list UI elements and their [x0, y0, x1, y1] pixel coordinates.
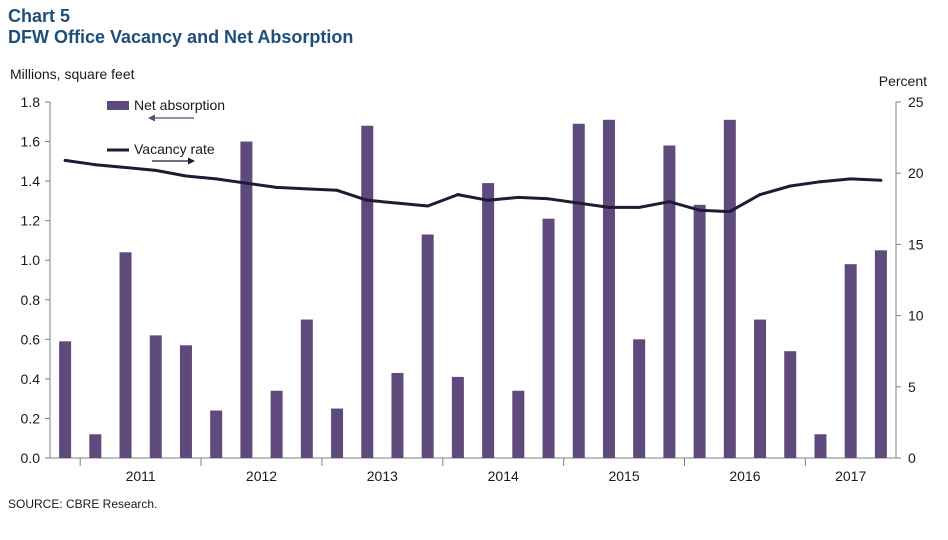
point-vacancy-rate: [305, 187, 309, 191]
bar-net-absorption: [421, 234, 434, 458]
year-label: 2013: [367, 468, 398, 484]
source-note: SOURCE: CBRE Research.: [8, 497, 158, 511]
point-vacancy-rate: [184, 174, 188, 178]
vacancy-line-layer: [63, 158, 883, 214]
point-vacancy-rate: [728, 210, 732, 214]
left-tick-label: 0.6: [21, 331, 41, 347]
year-label: 2012: [246, 468, 277, 484]
right-tick-label: 0: [908, 450, 916, 466]
point-vacancy-rate: [818, 180, 822, 184]
left-tick-label: 1.8: [21, 94, 41, 110]
right-tick-label: 10: [908, 308, 924, 324]
point-vacancy-rate: [275, 185, 279, 189]
bar-net-absorption: [119, 252, 132, 458]
point-vacancy-rate: [154, 168, 158, 172]
bar-net-absorption: [542, 218, 555, 458]
bar-net-absorption: [59, 341, 72, 458]
absorption-bars: [59, 119, 887, 459]
bar-net-absorption: [814, 434, 827, 458]
point-vacancy-rate: [486, 198, 490, 202]
legend-label-net-absorption: Net absorption: [134, 97, 225, 113]
point-vacancy-rate: [244, 181, 248, 185]
point-vacancy-rate: [788, 184, 792, 188]
point-vacancy-rate: [93, 163, 97, 167]
bar-net-absorption: [149, 335, 162, 458]
legend: Net absorption Vacancy rate: [107, 97, 225, 165]
bar-net-absorption: [361, 125, 374, 458]
point-vacancy-rate: [577, 201, 581, 205]
point-vacancy-rate: [547, 197, 551, 201]
point-vacancy-rate: [879, 178, 883, 182]
point-vacancy-rate: [214, 177, 218, 181]
legend-swatch-net-absorption: [107, 101, 129, 110]
bar-net-absorption: [874, 250, 887, 458]
left-tick-label: 0.0: [21, 450, 41, 466]
point-vacancy-rate: [395, 201, 399, 205]
right-axis-title: Percent: [879, 73, 927, 89]
point-vacancy-rate: [698, 208, 702, 212]
point-vacancy-rate: [365, 198, 369, 202]
point-vacancy-rate: [516, 195, 520, 199]
point-vacancy-rate: [849, 177, 853, 181]
bar-net-absorption: [89, 434, 102, 458]
bar-net-absorption: [512, 390, 525, 458]
axes: Millions, square feet Percent 0.0 0.2 0.4 0.6…: [10, 66, 927, 484]
left-tick-label: 1.6: [21, 134, 41, 150]
point-vacancy-rate: [124, 166, 128, 170]
bar-net-absorption: [602, 119, 615, 459]
left-arrow-icon: [148, 114, 194, 122]
bar-net-absorption: [331, 408, 344, 458]
line-vacancy-rate: [64, 158, 881, 214]
left-tick-label: 0.4: [21, 371, 41, 387]
point-vacancy-rate: [456, 193, 460, 197]
bar-net-absorption: [482, 183, 495, 459]
chart-title: DFW Office Vacancy and Net Absorption: [8, 27, 354, 47]
left-tick-label: 0.8: [21, 292, 41, 308]
right-tick-label: 25: [908, 94, 924, 110]
point-vacancy-rate: [607, 205, 611, 209]
bar-net-absorption: [179, 345, 192, 458]
year-label: 2014: [488, 468, 519, 484]
bar-net-absorption: [633, 339, 646, 458]
year-label: 2017: [835, 468, 866, 484]
right-tick-label: 5: [908, 379, 916, 395]
bar-net-absorption: [210, 410, 223, 458]
year-label: 2011: [126, 468, 156, 484]
bar-net-absorption: [300, 319, 313, 458]
bar-net-absorption: [723, 119, 736, 459]
right-tick-label: 15: [908, 236, 924, 252]
year-label: 2015: [608, 468, 639, 484]
point-vacancy-rate: [758, 193, 762, 197]
bar-net-absorption: [784, 351, 797, 458]
left-axis-title: Millions, square feet: [10, 66, 135, 82]
point-vacancy-rate: [63, 158, 67, 162]
left-tick-label: 0.2: [21, 410, 41, 426]
legend-label-vacancy-rate: Vacancy rate: [134, 141, 215, 157]
bar-net-absorption: [754, 319, 767, 458]
point-vacancy-rate: [426, 204, 430, 208]
bar-net-absorption: [572, 123, 585, 458]
right-arrow-icon: [152, 157, 195, 165]
bar-net-absorption: [240, 141, 253, 459]
bar-net-absorption: [451, 376, 464, 458]
left-tick-label: 1.4: [21, 173, 41, 189]
left-tick-label: 1.0: [21, 252, 41, 268]
bar-net-absorption: [270, 390, 283, 458]
left-tick-label: 1.2: [21, 213, 41, 229]
point-vacancy-rate: [335, 188, 339, 192]
bar-net-absorption: [663, 145, 676, 458]
bar-net-absorption: [693, 204, 706, 458]
chart-number: Chart 5: [8, 6, 71, 26]
year-label: 2016: [729, 468, 760, 484]
bar-net-absorption: [391, 372, 404, 458]
bar-net-absorption: [844, 264, 857, 458]
point-vacancy-rate: [637, 205, 641, 209]
right-tick-label: 20: [908, 165, 924, 181]
point-vacancy-rate: [667, 200, 671, 204]
